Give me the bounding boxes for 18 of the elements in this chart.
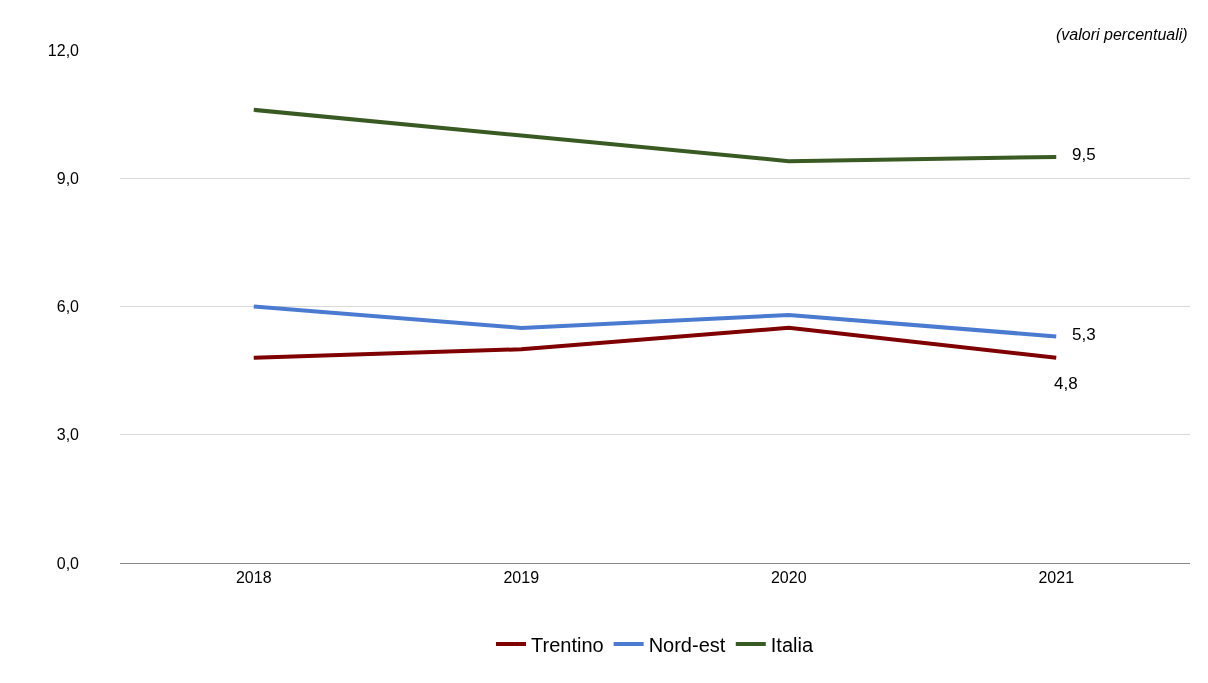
y-tick-label: 6,0: [56, 298, 80, 316]
legend-label: Trentino: [531, 633, 604, 656]
data-label: 5,3: [1072, 325, 1096, 344]
y-tick-label: 3,0: [56, 426, 80, 444]
y-tick-label: 9,0: [56, 169, 80, 187]
x-tick-label: 2018: [235, 569, 272, 587]
y-tick-label: 0,0: [56, 554, 80, 572]
x-tick-label: 2020: [770, 569, 807, 587]
y-tick-label: 12,0: [47, 41, 80, 59]
data-label: 9,5: [1072, 145, 1096, 164]
x-tick-label: 2019: [503, 569, 540, 587]
x-tick-label: 2021: [1038, 569, 1075, 587]
text: (valori percentuali): [1056, 26, 1188, 43]
data-label: 4,8: [1054, 374, 1078, 393]
line-series: [251, 304, 1059, 339]
line-series: [251, 107, 1059, 164]
legend-label: Italia: [770, 633, 814, 656]
legend-label: Nord-est: [648, 633, 726, 656]
